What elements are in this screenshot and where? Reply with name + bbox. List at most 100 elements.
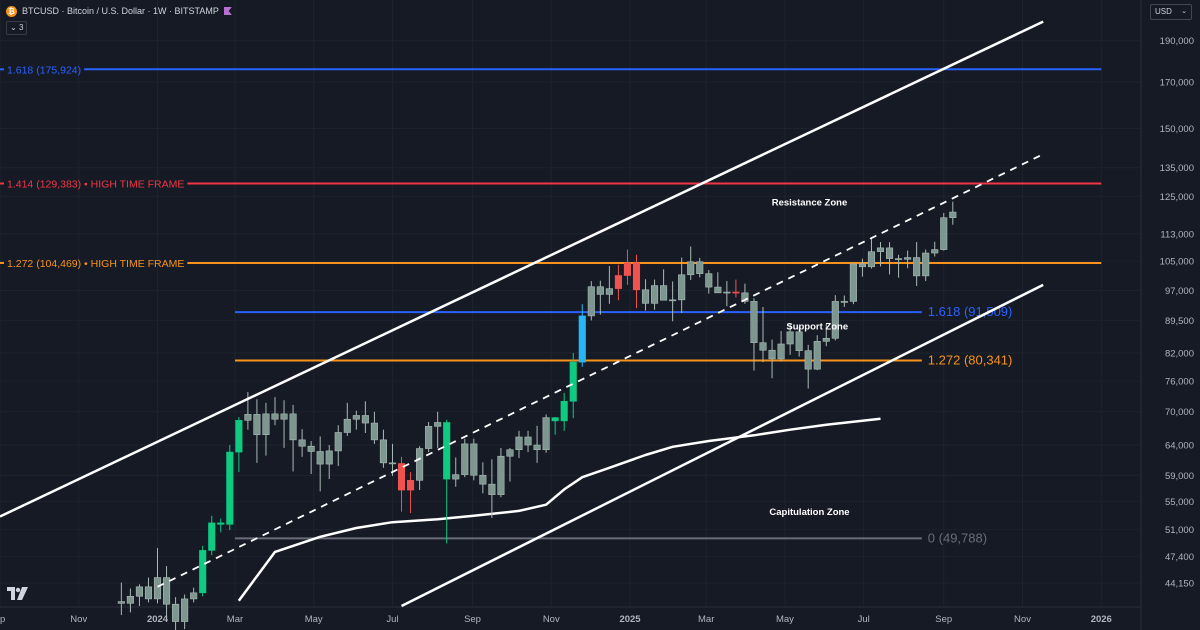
candle xyxy=(750,298,758,371)
candle xyxy=(804,344,812,389)
candle-body xyxy=(217,522,225,525)
candle-body xyxy=(660,285,668,301)
candle-body xyxy=(876,247,885,252)
candle-body xyxy=(623,262,632,276)
x-tick-label: Mar xyxy=(698,614,714,625)
candle xyxy=(334,425,342,466)
x-tick-label: Nov xyxy=(1014,614,1031,625)
candle-body xyxy=(434,422,442,427)
candle xyxy=(361,401,369,434)
candle-body xyxy=(181,598,189,622)
symbol-header[interactable]: ₿ BTCUSD · Bitcoin / U.S. Dollar · 1W · … xyxy=(6,4,232,18)
candle xyxy=(407,472,415,514)
indicator-count-toggle[interactable]: ⌄ 3 xyxy=(6,21,28,35)
candle xyxy=(632,254,641,309)
candle xyxy=(786,323,794,355)
candle-body xyxy=(244,414,252,421)
candle-body xyxy=(949,211,957,219)
candle xyxy=(479,462,487,494)
x-tick-label: Mar xyxy=(227,614,243,625)
candle xyxy=(506,447,514,482)
candle-body xyxy=(940,217,948,250)
chevron-down-icon: ⌄ xyxy=(10,23,17,32)
candle-body xyxy=(117,601,125,604)
candle-body xyxy=(867,251,876,268)
candle-body xyxy=(199,550,207,594)
candle-body xyxy=(696,261,704,274)
flag-icon[interactable] xyxy=(223,7,232,15)
candle-body xyxy=(813,341,821,370)
resistance-zone-label: Resistance Zone xyxy=(772,197,848,208)
y-tick-label: 135,000 xyxy=(1160,163,1194,174)
candle-body xyxy=(741,292,749,302)
fib-1272-high: 1.272 (104,469) • HIGH TIME FRAME xyxy=(0,258,1102,270)
x-tick-label: ep xyxy=(0,614,5,625)
y-tick-label: 76,000 xyxy=(1165,377,1194,388)
level-label: 1.618 (91,509) xyxy=(928,304,1013,319)
candle xyxy=(126,588,134,613)
candle xyxy=(949,201,957,225)
candle xyxy=(641,279,650,311)
candle-body xyxy=(885,247,894,259)
candle-body xyxy=(768,349,776,360)
candle xyxy=(759,306,767,363)
candle xyxy=(524,430,532,453)
candle-body xyxy=(723,291,731,294)
level-label: 1.414 (129,383) • HIGH TIME FRAME xyxy=(7,178,184,190)
x-tick-label: May xyxy=(305,614,323,625)
level-label: 1.272 (104,469) • HIGH TIME FRAME xyxy=(7,258,184,270)
candle-body xyxy=(208,522,216,551)
candle-body xyxy=(578,315,586,363)
y-tick-label: 59,000 xyxy=(1165,471,1194,482)
candle-body xyxy=(352,415,360,420)
candle-body xyxy=(750,301,758,343)
x-tick-label: Sep xyxy=(935,614,952,625)
candle xyxy=(723,281,731,307)
candle-body xyxy=(497,455,505,495)
support-zone-label: Support Zone xyxy=(786,322,848,333)
candle xyxy=(777,330,785,362)
candle-body xyxy=(569,361,577,402)
candle xyxy=(876,242,885,267)
candle xyxy=(370,411,378,444)
candle-body xyxy=(280,413,288,420)
candle xyxy=(488,459,496,518)
candle xyxy=(533,425,541,463)
chevron-down-icon: ⌄ xyxy=(1181,8,1187,15)
x-tick-label: Nov xyxy=(543,614,560,625)
candle xyxy=(253,399,261,463)
bitcoin-icon: ₿ xyxy=(6,5,17,17)
candle xyxy=(822,323,830,347)
candle xyxy=(578,304,586,367)
x-tick-label: Jul xyxy=(386,614,398,625)
y-tick-label: 70,000 xyxy=(1165,407,1194,418)
candle xyxy=(343,402,351,436)
candle-body xyxy=(479,474,487,485)
candle xyxy=(940,213,948,251)
candle-body xyxy=(931,249,939,254)
candle xyxy=(651,279,659,310)
candle-body xyxy=(786,331,794,345)
candle-body xyxy=(840,301,848,303)
candle xyxy=(660,269,668,301)
candle-body xyxy=(235,420,243,453)
y-tick-label: 170,000 xyxy=(1160,78,1194,89)
candle xyxy=(416,446,424,491)
candle-body xyxy=(551,417,559,422)
candle xyxy=(135,584,143,606)
candle-body xyxy=(651,285,659,304)
x-tick-label: May xyxy=(776,614,794,625)
candle xyxy=(117,582,125,616)
candle xyxy=(181,594,189,630)
candle xyxy=(262,402,270,456)
tradingview-logo-icon[interactable] xyxy=(7,587,29,601)
currency-selector[interactable]: USD ⌄ xyxy=(1150,4,1192,20)
candle xyxy=(714,272,722,294)
candle-body xyxy=(135,586,143,597)
candle xyxy=(172,597,180,630)
candle xyxy=(768,339,776,379)
candle-body xyxy=(126,595,134,604)
candle-body xyxy=(316,451,324,465)
candle xyxy=(669,281,677,322)
